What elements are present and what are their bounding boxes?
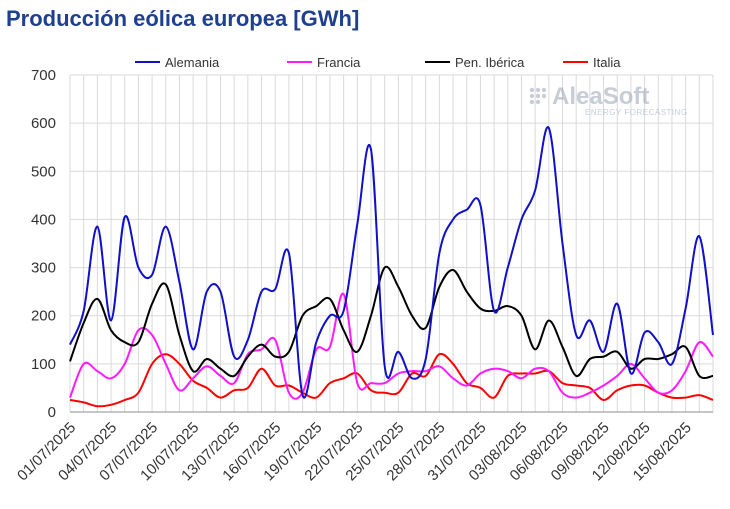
legend-label-italia: Italia	[593, 55, 621, 70]
y-tick-label: 300	[31, 260, 56, 277]
logo-dots-icon	[529, 87, 547, 105]
y-tick-label: 100	[31, 356, 56, 373]
y-tick-label: 0	[48, 404, 56, 421]
legend-label-alemania: Alemania	[165, 55, 220, 70]
grid-lines	[69, 74, 714, 412]
y-tick-label: 400	[31, 211, 56, 228]
y-tick-label: 200	[31, 308, 56, 325]
watermark-tagline: ENERGY FORECASTING	[585, 108, 688, 117]
series-line-pen-ib-rica	[69, 265, 714, 380]
series-line-italia	[69, 352, 714, 408]
y-tick-label: 600	[31, 115, 56, 132]
y-tick-label: 700	[31, 67, 56, 84]
y-tick-label: 500	[31, 163, 56, 180]
legend-label-pen-ib-rica: Pen. Ibérica	[455, 55, 525, 70]
series-lines	[69, 126, 714, 408]
legend-label-francia: Francia	[317, 55, 361, 70]
series-line-francia	[69, 293, 714, 400]
legend: Alemania Francia Pen. Ibérica Italia	[135, 55, 621, 70]
series-line-alemania	[69, 126, 714, 399]
watermark-brand: AleaSoft	[552, 83, 649, 110]
tick-labels: 010020030040050060070001/07/202504/07/20…	[14, 67, 695, 484]
chart-title: Producción eólica europea [GWh]	[6, 6, 360, 31]
watermark-logo: AleaSoft ENERGY FORECASTING	[529, 83, 688, 117]
